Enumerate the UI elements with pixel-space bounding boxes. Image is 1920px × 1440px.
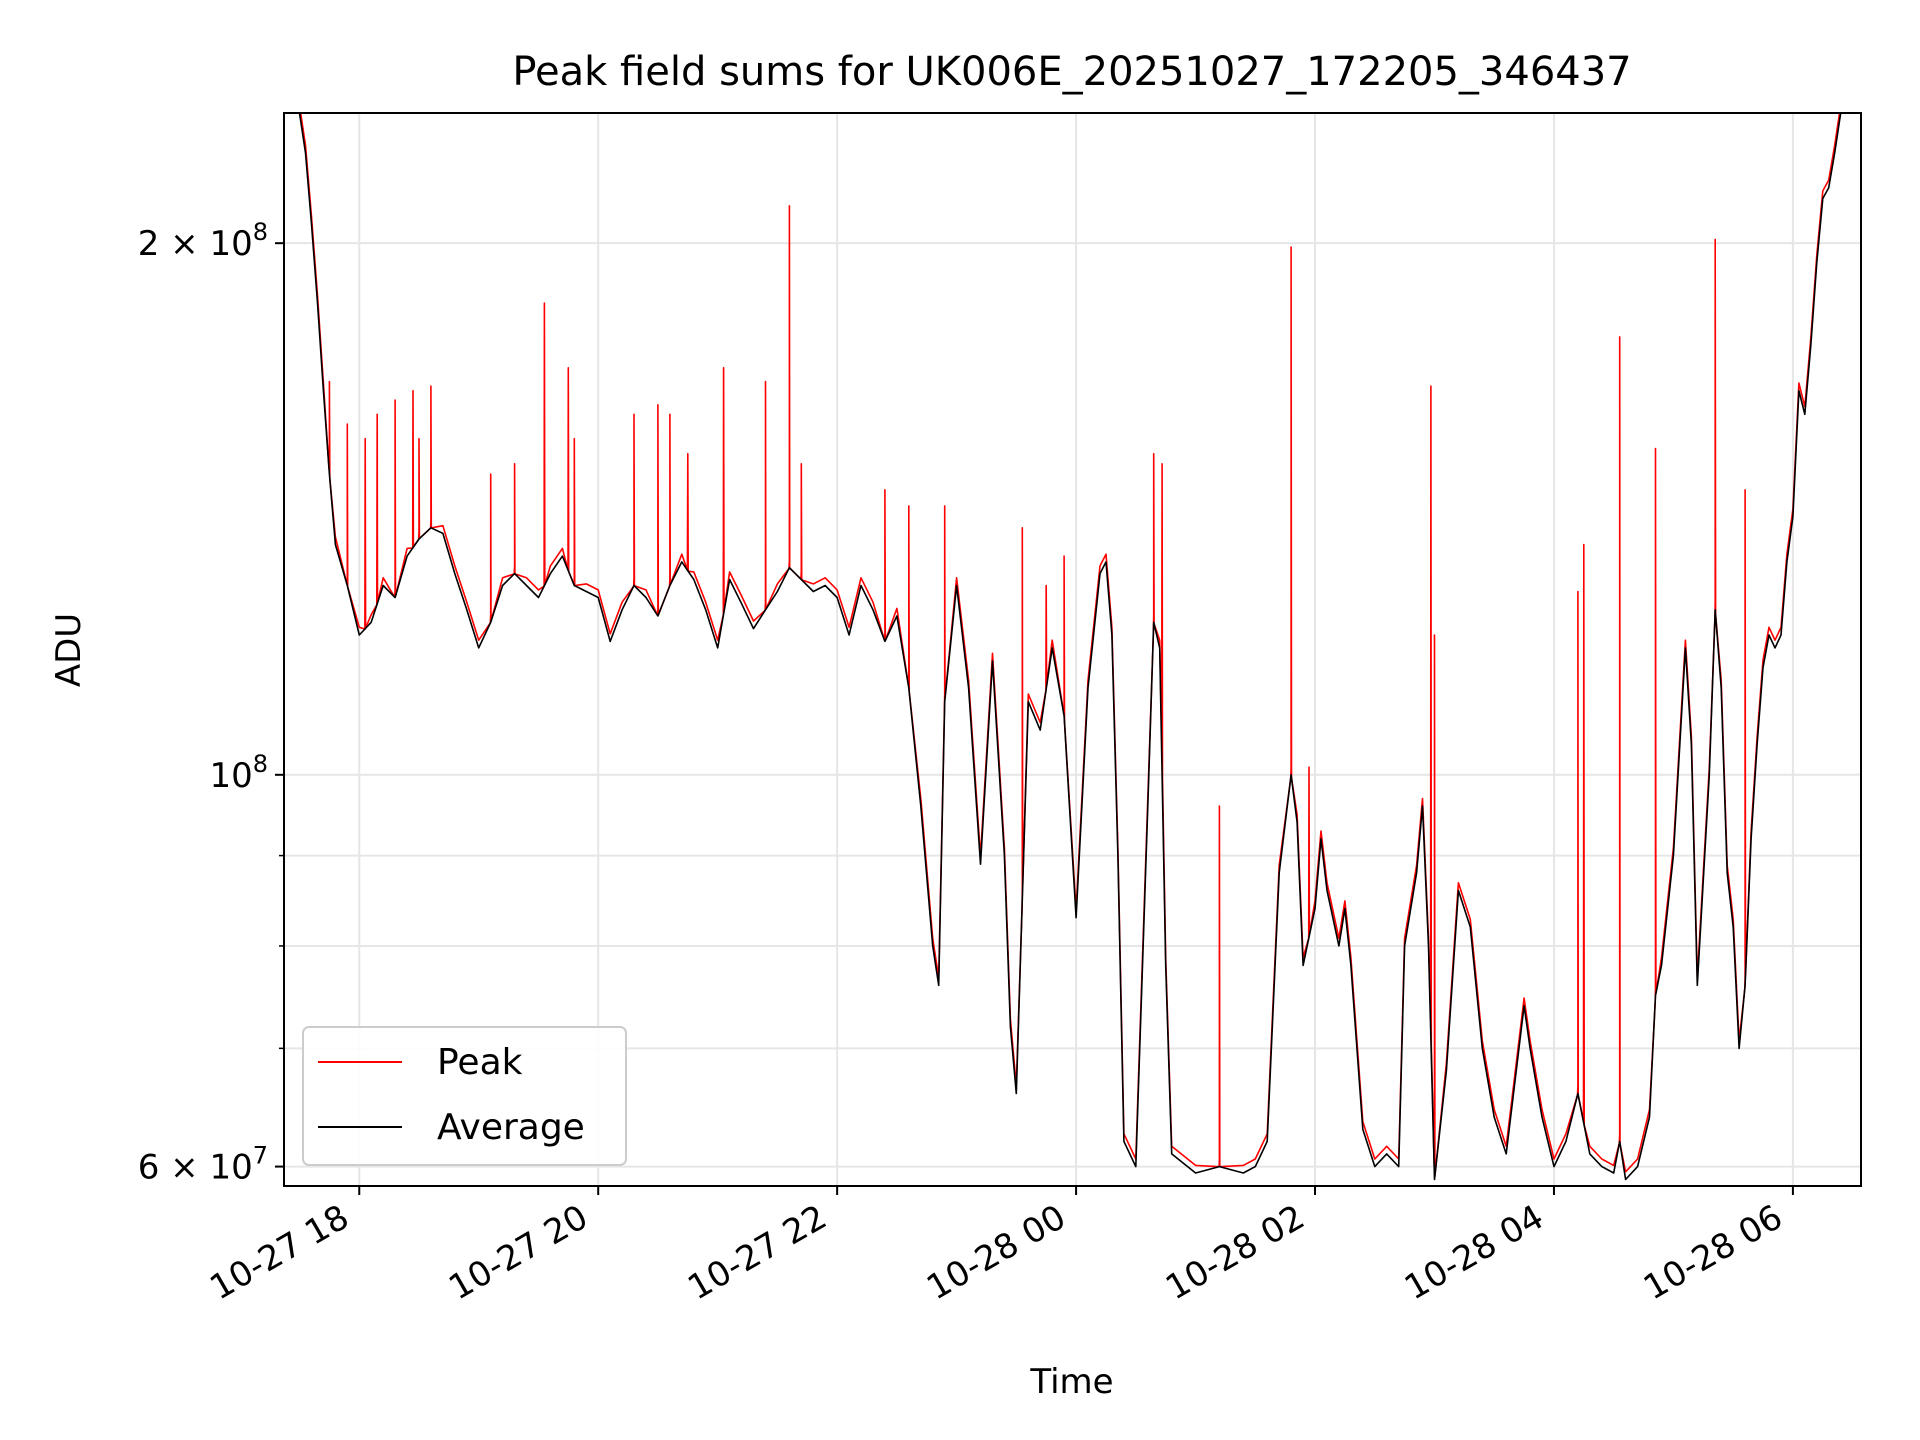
y-tick-label-exponent: 8 (253, 750, 268, 778)
x-axis-label: Time (1029, 1362, 1113, 1402)
legend: Peak Average (302, 1026, 627, 1166)
y-tick-label-exponent: 7 (253, 1142, 268, 1170)
y-tick-label: 2 × 108 (138, 218, 268, 264)
chart-title: Peak field sums for UK006E_20251027_1722… (512, 49, 1631, 95)
y-axis-label: ADU (49, 613, 89, 687)
y-tick-label-exponent: 8 (253, 218, 268, 246)
y-tick-label-base: 2 × 10 (138, 224, 253, 264)
legend-label-average: Average (437, 1107, 585, 1148)
y-tick-label-base: 6 × 10 (138, 1148, 253, 1188)
y-tick-label-base: 10 (209, 756, 252, 796)
series-line-average (284, 113, 1861, 1181)
y-tick-label: 6 × 107 (138, 1142, 268, 1188)
y-tick-label: 108 (209, 750, 268, 796)
legend-label-peak: Peak (437, 1042, 523, 1083)
grid (284, 113, 1861, 1186)
axes-frame (283, 112, 1862, 1187)
series-layer (284, 113, 1861, 1181)
